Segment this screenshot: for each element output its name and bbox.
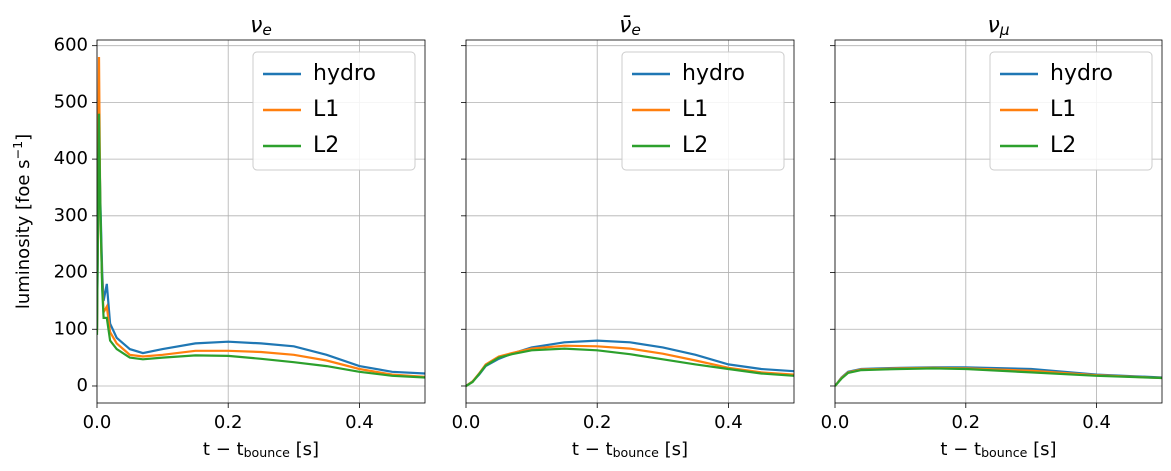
x-axis-label: t − tbounce [s] — [203, 439, 319, 460]
x-axis-label: t − tbounce [s] — [572, 439, 688, 460]
y-axis-label: luminosity [foe s−1] — [10, 134, 34, 309]
legend: hydro L1 L2 — [621, 51, 785, 171]
x-tick-label: 0.0 — [821, 412, 850, 433]
legend: hydro L1 L2 — [252, 51, 416, 171]
chart-title: νe — [250, 13, 272, 39]
line — [466, 339, 794, 387]
y-tick-label: 0 — [77, 375, 88, 396]
y-tick-label: 600 — [54, 35, 88, 56]
legend-frame — [252, 51, 416, 171]
plot-frame — [834, 39, 1163, 404]
legend-label: L2 — [1050, 133, 1076, 158]
y-tick-label: 100 — [54, 318, 88, 339]
panel: 0.0 0.2 0.4 νμ t − tbounce [s] hydro L1 L2 — [821, 13, 1163, 460]
legend-label: hydro — [1050, 61, 1113, 86]
y-tick-label: 300 — [54, 205, 88, 226]
legend-label: L2 — [313, 133, 339, 158]
legend: hydro L1 L2 — [989, 51, 1153, 171]
legend-label: L1 — [313, 97, 339, 122]
legend-label: hydro — [313, 61, 376, 86]
legend-label: hydro — [682, 61, 745, 86]
x-tick-label: 0.2 — [583, 412, 612, 433]
chart-title: ν̄e — [619, 13, 641, 39]
x-axis-label: t − tbounce [s] — [940, 439, 1056, 460]
line — [835, 367, 1162, 387]
legend-frame — [621, 51, 785, 171]
panel: 0.0 0.2 0.4 ν̄e t − tbounce [s] hydro L1 L2 — [452, 13, 795, 460]
x-tick-label: 0.2 — [214, 412, 243, 433]
legend-label: L1 — [1050, 97, 1076, 122]
line — [466, 347, 794, 387]
y-tick-label: 500 — [54, 91, 88, 112]
legend-label: L1 — [682, 97, 708, 122]
legend-frame — [989, 51, 1153, 171]
x-tick-label: 0.2 — [951, 412, 980, 433]
y-tick-label: 200 — [54, 262, 88, 283]
legend-label: L2 — [682, 133, 708, 158]
x-tick-label: 0.4 — [714, 412, 743, 433]
x-tick-label: 0.4 — [345, 412, 374, 433]
x-tick-label: 0.0 — [83, 412, 112, 433]
chart-title: νμ — [987, 13, 1009, 39]
y-tick-label: 400 — [54, 148, 88, 169]
x-tick-label: 0.0 — [452, 412, 481, 433]
x-tick-label: 0.4 — [1082, 412, 1111, 433]
plot-frame — [465, 39, 795, 404]
line — [97, 113, 425, 379]
plot-frame — [96, 39, 426, 404]
panel: 0.0 0.2 0.4 0 100 200 300 400 500 600 νe t − tbounc… — [10, 13, 426, 460]
